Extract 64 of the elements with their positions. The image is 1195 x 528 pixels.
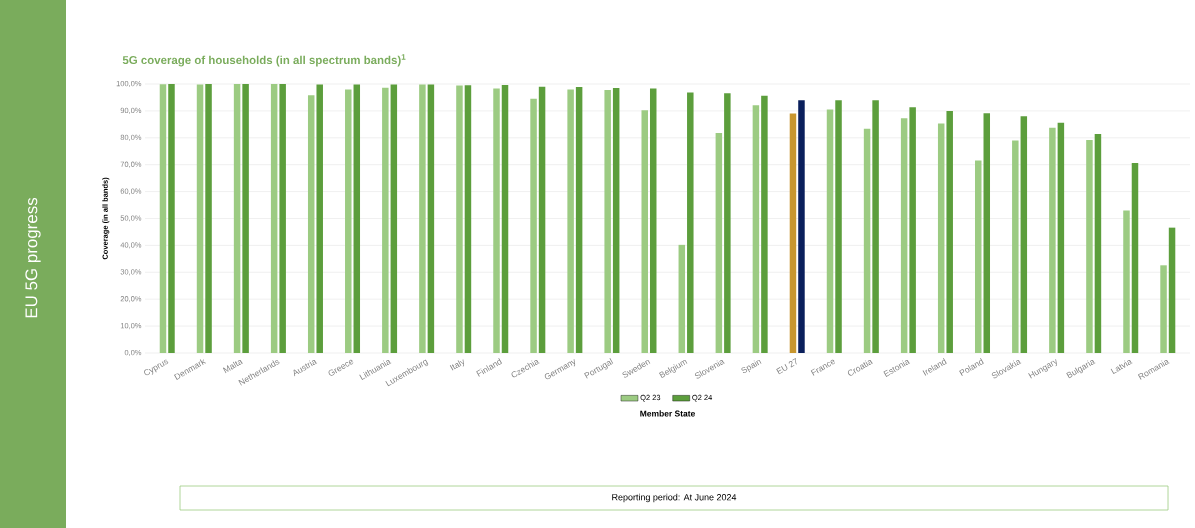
bar — [270, 84, 278, 353]
bar — [715, 132, 723, 353]
x-tick-label: Latvia — [1110, 360, 1133, 375]
bar — [427, 84, 435, 353]
bar — [530, 98, 537, 353]
bar — [900, 118, 908, 353]
bar — [789, 113, 797, 353]
chart-title: 5G coverage of households (in all spectrum bands)$^{1}$ — [122, 54, 406, 67]
text: EU 5G progress — [25, 197, 41, 318]
bar — [382, 87, 389, 353]
bar — [863, 128, 871, 353]
x-axis-title: Member State — [640, 410, 695, 417]
bar — [353, 84, 361, 353]
bar — [909, 107, 916, 353]
bar — [946, 110, 953, 353]
bar — [205, 84, 212, 353]
bar — [752, 105, 760, 353]
bar — [567, 89, 574, 353]
bar — [464, 85, 472, 353]
bar — [649, 88, 657, 353]
bar — [872, 100, 879, 353]
bar — [575, 86, 583, 353]
bar — [538, 86, 546, 353]
bar — [1168, 227, 1176, 353]
bar — [1094, 134, 1102, 353]
bar — [975, 160, 982, 353]
bar — [1012, 140, 1019, 353]
text: Reporting period: At June 2024 — [612, 493, 737, 503]
bar — [456, 85, 463, 353]
bar — [390, 84, 398, 353]
bar — [307, 95, 315, 353]
bar — [1131, 163, 1139, 353]
bar — [678, 244, 686, 353]
bar — [419, 84, 426, 353]
x-tick-label: Italy — [449, 359, 465, 371]
bar — [168, 84, 175, 353]
bar — [159, 84, 167, 353]
bar — [1020, 116, 1028, 353]
bar — [983, 113, 991, 353]
bar — [345, 89, 352, 353]
x-tick-label: EU 27 — [776, 358, 797, 375]
bar — [279, 84, 286, 353]
bar — [1049, 127, 1056, 353]
bar — [604, 89, 611, 353]
bar — [233, 84, 241, 353]
bar — [242, 84, 249, 353]
bar — [1123, 210, 1130, 353]
bar — [1057, 122, 1065, 353]
bar — [687, 92, 694, 353]
bar — [612, 88, 620, 353]
bar — [196, 84, 204, 353]
bar — [501, 85, 509, 353]
bar — [493, 88, 500, 353]
bar — [798, 100, 805, 353]
bar — [761, 95, 768, 353]
bar — [1086, 139, 1093, 353]
bar — [1160, 265, 1167, 353]
bar — [641, 110, 648, 353]
bar — [316, 84, 323, 353]
bar — [724, 93, 731, 353]
bar — [937, 123, 945, 353]
bar — [826, 109, 834, 353]
bar — [835, 100, 842, 353]
x-tick-label: Spain — [741, 359, 762, 374]
